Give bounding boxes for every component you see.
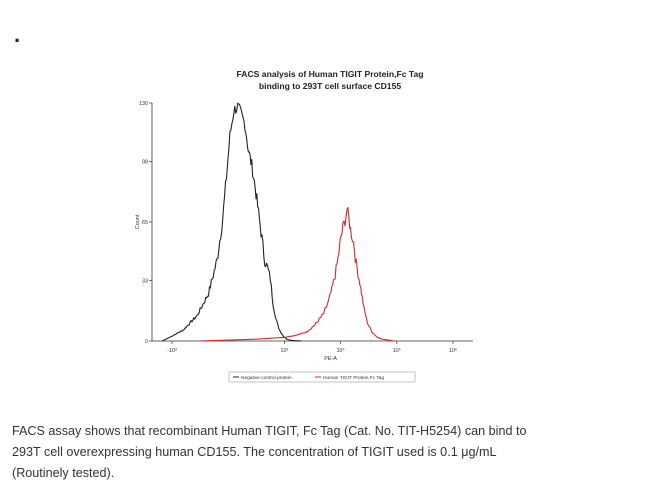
caption-line-3: (Routinely tested). bbox=[12, 466, 115, 480]
series-tigit-line bbox=[200, 206, 395, 342]
x-tick-label: 10⁶ bbox=[449, 348, 457, 354]
chart-title-block: FACS analysis of Human TIGIT Protein,Fc … bbox=[150, 68, 510, 92]
legend-entry: Negative control protein bbox=[241, 375, 292, 381]
y-tick-label: 0 bbox=[145, 339, 148, 345]
y-axis-label: Count bbox=[135, 214, 141, 229]
x-tick-label: -10³ bbox=[167, 348, 177, 354]
x-tick-label: 10⁵ bbox=[393, 348, 401, 354]
chart-subtitle: binding to 293T cell surface CD155 bbox=[258, 81, 402, 91]
facs-histogram-chart: 0 33 65 98 130 -10³ 10³ 10⁴ 10⁵ 10⁶ PE-A Count Nega… bbox=[135, 101, 473, 383]
chart-title: FACS analysis of Human TIGIT Protein,Fc … bbox=[236, 69, 424, 79]
x-tick-label: 10⁴ bbox=[336, 348, 345, 354]
y-tick-label: 65 bbox=[142, 220, 148, 226]
chart-legend: Negative control protein Human TIGIT Prot… bbox=[228, 371, 416, 383]
series-negative-control-line bbox=[161, 102, 302, 342]
y-tick-label: 98 bbox=[142, 160, 148, 166]
bullet-marker: . bbox=[14, 22, 21, 47]
legend-entry: Human TIGIT Protein,Fc Tag bbox=[323, 375, 384, 381]
caption-line-1: FACS assay shows that recombinant Human … bbox=[12, 424, 527, 438]
legend-box bbox=[228, 371, 416, 383]
chart-series bbox=[161, 102, 395, 342]
y-tick-label: 33 bbox=[142, 279, 148, 285]
x-axis-label: PE-A bbox=[324, 356, 337, 362]
x-tick-label: 10³ bbox=[281, 348, 289, 354]
chart-axes: 0 33 65 98 130 -10³ 10³ 10⁴ 10⁵ 10⁶ PE-A Count bbox=[135, 101, 473, 362]
figure-caption: FACS assay shows that recombinant Human … bbox=[12, 421, 640, 484]
caption-line-2: 293T cell overexpressing human CD155. Th… bbox=[12, 445, 497, 459]
y-tick-label: 130 bbox=[139, 101, 148, 107]
